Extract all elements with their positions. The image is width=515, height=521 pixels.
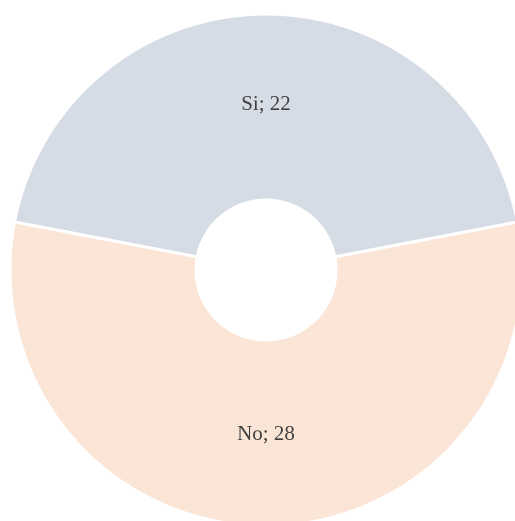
data-label: Si; 22 <box>241 91 291 115</box>
donut-slice <box>12 12 515 259</box>
donut-slice <box>8 220 515 521</box>
data-label: No; 28 <box>237 421 295 445</box>
